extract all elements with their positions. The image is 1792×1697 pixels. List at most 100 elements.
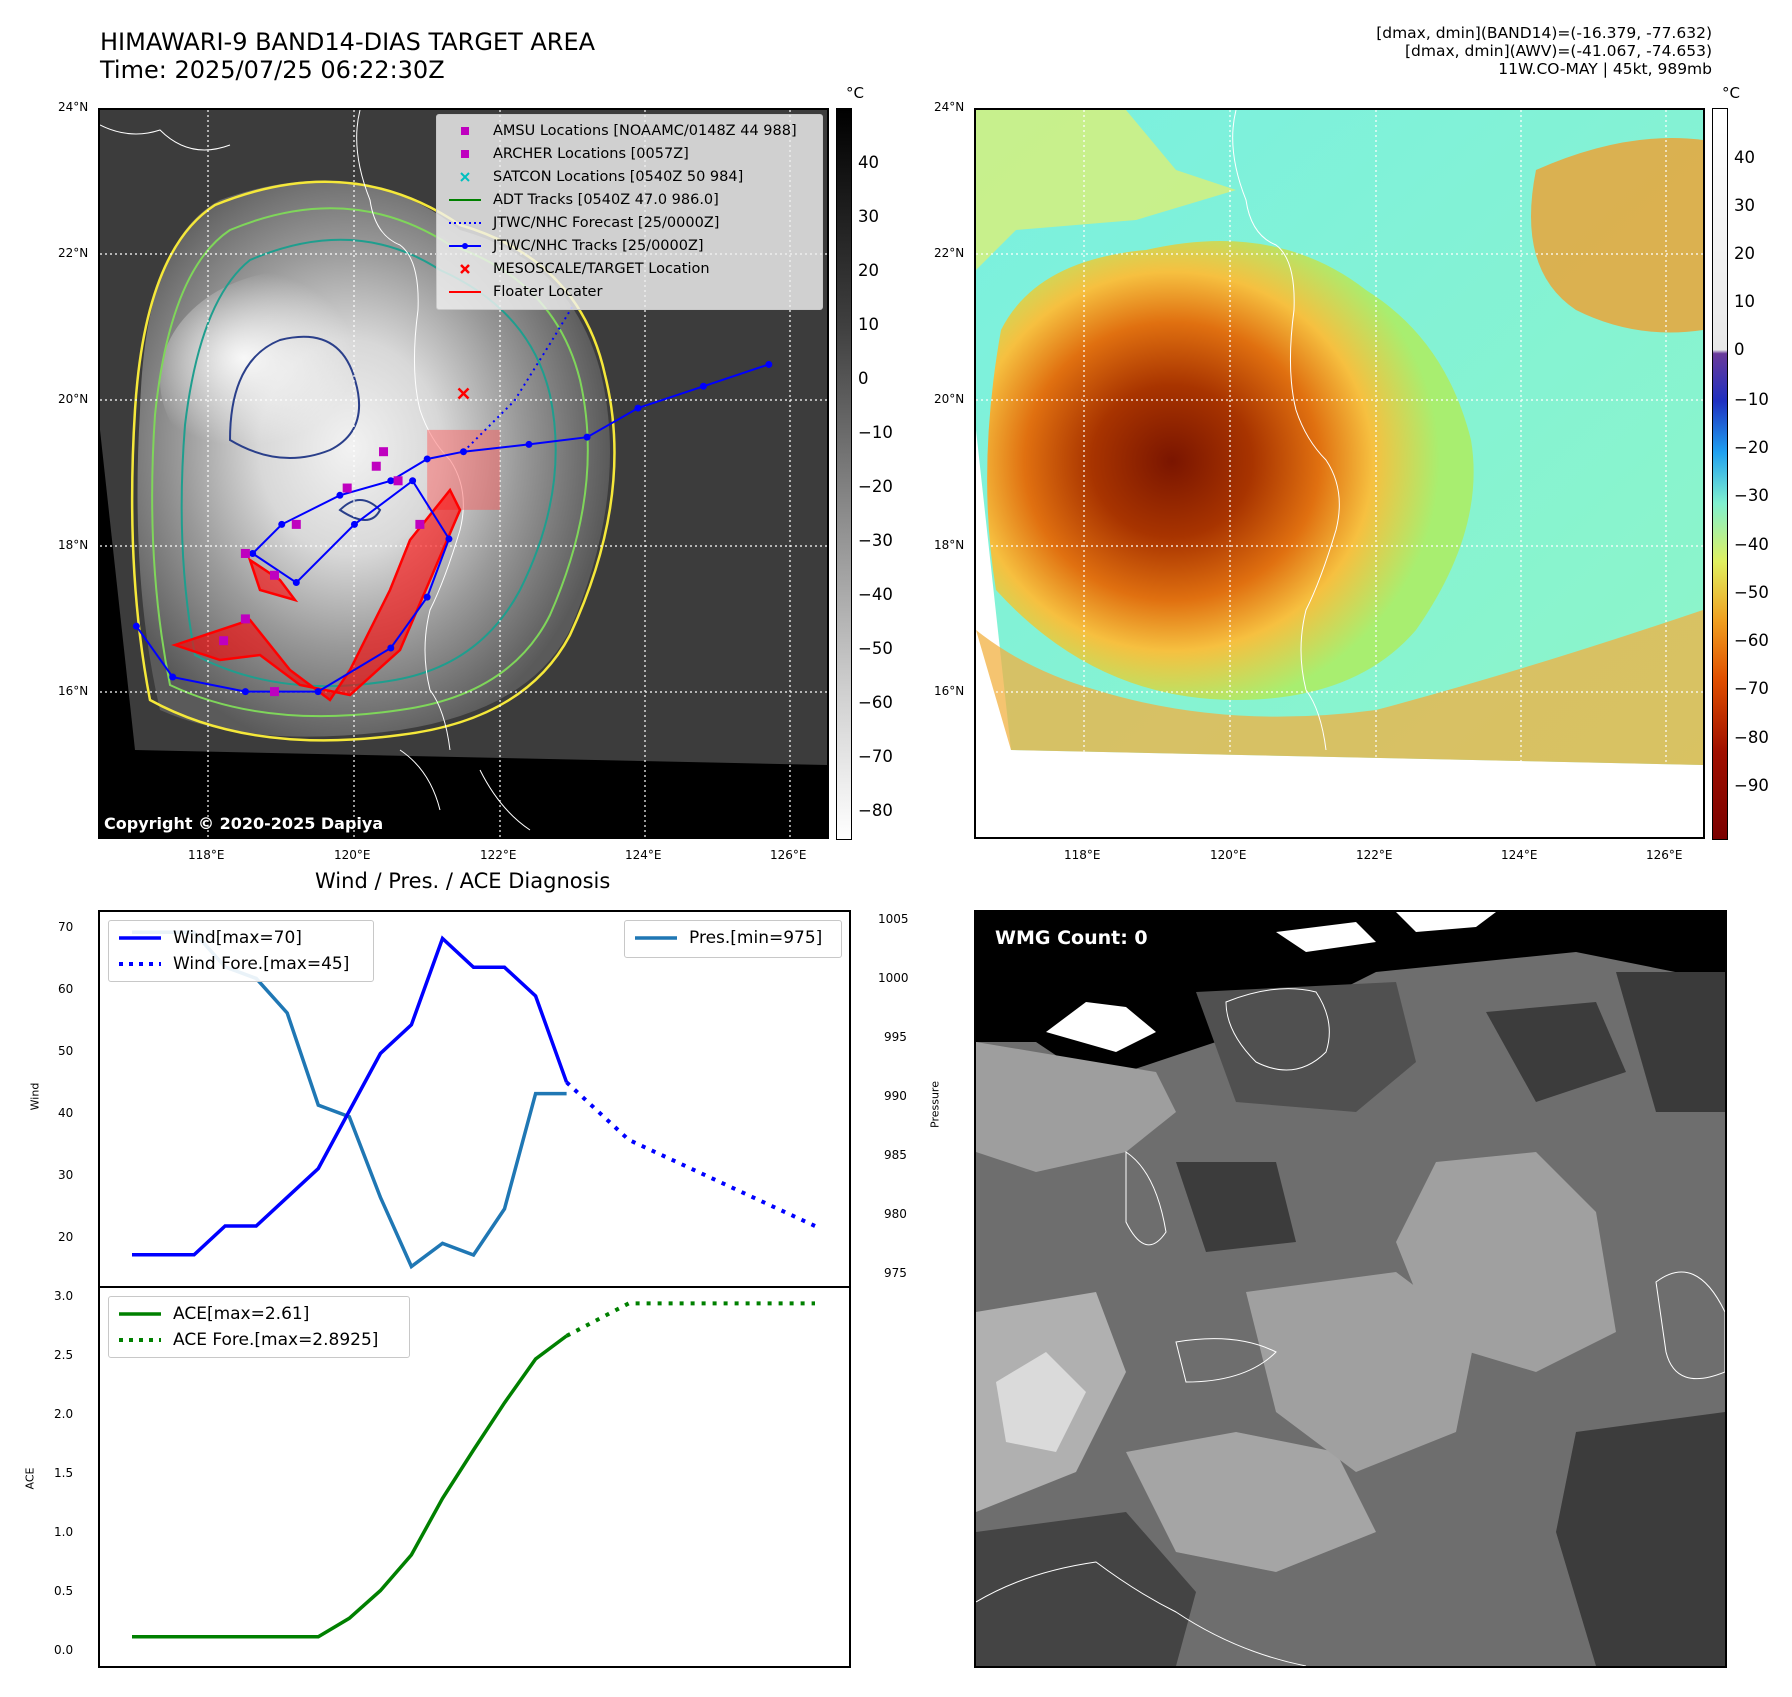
colorbar-band14 bbox=[836, 108, 852, 840]
legend-item: AMSU Locations [NOAAMC/0148Z 44 988] bbox=[445, 119, 814, 142]
legend-item: ACE[max=2.61] bbox=[119, 1304, 310, 1324]
wind-pressure-panel: Wind[max=70] Wind Fore.[max=45] Pres.[mi… bbox=[98, 910, 851, 1288]
colorbar-tick: 40 bbox=[858, 153, 879, 172]
gridlines bbox=[976, 110, 1703, 837]
pressure-tick: 980 bbox=[884, 1207, 907, 1221]
colorbar-awv bbox=[1712, 108, 1728, 840]
lon-tick: 124°E bbox=[1501, 848, 1538, 862]
pressure-tick: 995 bbox=[884, 1030, 907, 1044]
amsu-location-point bbox=[291, 519, 301, 529]
lon-tick: 118°E bbox=[188, 848, 225, 862]
ace-tick: 2.0 bbox=[54, 1407, 74, 1421]
ace-tick: 0.0 bbox=[54, 1643, 74, 1657]
colorbar-tick: −50 bbox=[858, 639, 893, 658]
wind-tick: 50 bbox=[58, 1044, 74, 1058]
jtwc-track-point bbox=[169, 673, 177, 681]
amsu-location-point bbox=[269, 687, 279, 697]
wind-tick: 40 bbox=[58, 1106, 74, 1120]
pressure-series bbox=[132, 930, 567, 1270]
jtwc-track-point bbox=[423, 593, 431, 601]
contour-navy bbox=[228, 335, 361, 459]
wind-tick: 60 bbox=[58, 982, 74, 996]
lat-tick: 16°N bbox=[58, 684, 89, 698]
title-line-2: Time: 2025/07/25 06:22:30Z bbox=[100, 56, 445, 84]
figure-title: HIMAWARI-9 BAND14-DIAS TARGET AREA Time:… bbox=[100, 28, 595, 84]
colorbar-tick: 20 bbox=[1734, 244, 1755, 263]
wmg-image bbox=[976, 912, 1725, 1666]
colorbar-tick: −70 bbox=[858, 747, 893, 766]
amsu-location-point bbox=[415, 519, 425, 529]
jtwc-track-point bbox=[132, 622, 140, 630]
ace-axis-label: ACE bbox=[23, 1467, 37, 1490]
jtwc-track-point bbox=[525, 440, 533, 448]
ace-tick: 2.5 bbox=[54, 1348, 74, 1362]
pressure-tick: 1000 bbox=[878, 971, 909, 985]
jtwc-track-point bbox=[423, 455, 431, 463]
colorbar-tick: 30 bbox=[1734, 196, 1755, 215]
wmg-count-badge: WMG Count: 0 bbox=[988, 924, 1155, 952]
colorbar-tick: 10 bbox=[858, 315, 879, 334]
pressure-legend: Pres.[min=975] bbox=[624, 920, 842, 958]
coastlines bbox=[100, 110, 531, 831]
jtwc-track-point bbox=[387, 644, 395, 652]
wind-tick: 70 bbox=[58, 920, 74, 934]
legend-item: ARCHER Locations [0057Z] bbox=[445, 142, 814, 165]
coastlines bbox=[1232, 110, 1340, 751]
colorbar-tick: −80 bbox=[1734, 728, 1769, 747]
contour-teal bbox=[180, 238, 557, 688]
info-line-3: 11W.CO-MAY | 45kt, 989mb bbox=[1498, 60, 1712, 78]
ace-tick: 3.0 bbox=[54, 1289, 74, 1303]
lon-tick: 124°E bbox=[625, 848, 662, 862]
colorbar-tick: −30 bbox=[1734, 486, 1769, 505]
lat-tick: 20°N bbox=[934, 392, 965, 406]
jtwc-track-point bbox=[292, 579, 300, 587]
colorbar-tick: −30 bbox=[858, 531, 893, 550]
ace-tick: 1.5 bbox=[54, 1466, 74, 1480]
legend-item: JTWC/NHC Tracks [25/0000Z] bbox=[445, 234, 814, 257]
colorbar-unit: °C bbox=[1722, 84, 1740, 102]
colorbar-unit: °C bbox=[846, 84, 864, 102]
colorbar-tick: 0 bbox=[858, 369, 869, 388]
copyright-text: Copyright © 2020-2025 Dapiya bbox=[104, 814, 384, 833]
legend-item: Floater Locater bbox=[449, 283, 603, 300]
pressure-axis-label: Pressure bbox=[928, 1081, 942, 1128]
jtwc-track-point bbox=[699, 382, 707, 390]
jtwc-track-point bbox=[249, 549, 257, 557]
amsu-location-point bbox=[379, 447, 389, 457]
pressure-tick: 990 bbox=[884, 1089, 907, 1103]
jtwc-track-point bbox=[387, 477, 395, 485]
ace-chart bbox=[132, 1301, 815, 1639]
jtwc-track-point bbox=[409, 477, 417, 485]
ace-tick: 1.0 bbox=[54, 1525, 74, 1539]
lat-tick: 24°N bbox=[58, 100, 89, 114]
colorbar-tick: −80 bbox=[858, 801, 893, 820]
colorbar-tick: −10 bbox=[1734, 390, 1769, 409]
target-location-marker bbox=[457, 387, 470, 400]
colorbar-tick: 0 bbox=[1734, 340, 1745, 359]
pressure-tick: 985 bbox=[884, 1148, 907, 1162]
colorbar-tick: −60 bbox=[1734, 631, 1769, 650]
legend-item: Wind Fore.[max=45] bbox=[119, 954, 350, 974]
lon-tick: 120°E bbox=[1210, 848, 1247, 862]
jtwc-track-point bbox=[241, 688, 249, 696]
map-legend: AMSU Locations [NOAAMC/0148Z 44 988] ARC… bbox=[436, 114, 823, 310]
jtwc-track-point bbox=[583, 433, 591, 441]
colorbar-tick: −50 bbox=[1734, 583, 1769, 602]
lon-tick: 126°E bbox=[1646, 848, 1683, 862]
colorbar-tick: −40 bbox=[858, 585, 893, 604]
jtwc-track-point bbox=[278, 520, 286, 528]
colorbar-tick: −20 bbox=[1734, 438, 1769, 457]
info-line-2: [dmax, dmin](AWV)=(-41.067, -74.653) bbox=[1405, 42, 1712, 60]
colorbar-tick: 40 bbox=[1734, 148, 1755, 167]
amsu-location-point bbox=[393, 476, 403, 486]
jtwc-track-point bbox=[445, 535, 453, 543]
legend-item: ADT Tracks [0540Z 47.0 986.0] bbox=[449, 191, 719, 208]
amsu-location-point bbox=[371, 461, 381, 471]
lat-tick: 22°N bbox=[58, 246, 89, 260]
amsu-location-point bbox=[219, 636, 229, 646]
target-area-box bbox=[427, 429, 500, 510]
lon-tick: 122°E bbox=[480, 848, 517, 862]
legend-item: Pres.[min=975] bbox=[635, 928, 823, 948]
jtwc-track-point bbox=[460, 448, 467, 456]
band14-map-panel: Copyright © 2020-2025 Dapiya AMSU Locati… bbox=[98, 108, 829, 839]
